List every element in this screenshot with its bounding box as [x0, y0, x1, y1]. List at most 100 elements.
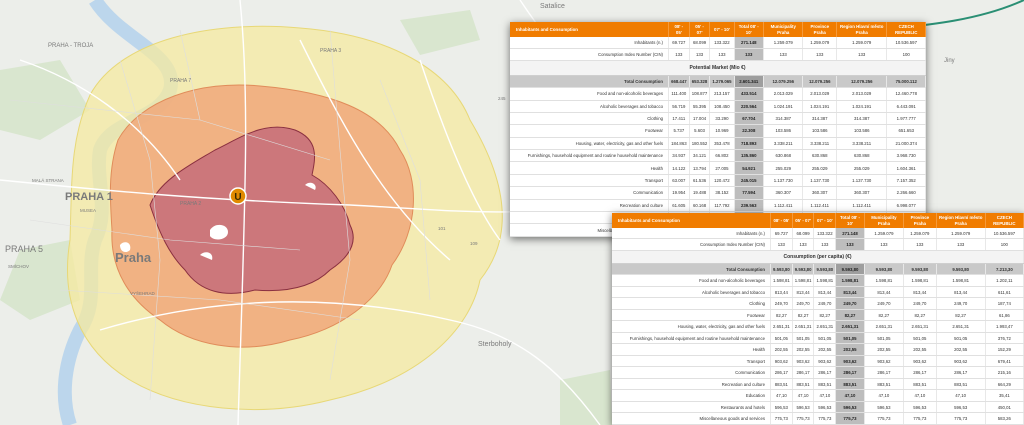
table-cell: 596,53: [813, 401, 837, 414]
table-cell: 2.651,31: [770, 320, 793, 333]
table-cell: 108.877: [689, 87, 711, 101]
row-label: Housing, water, electricity, gas and oth…: [510, 137, 669, 151]
table-cell: 883,51: [864, 378, 905, 391]
table-cell: 433.514: [734, 87, 765, 101]
table-cell: 501,05: [835, 332, 865, 345]
row-label: Recreation and culture: [510, 199, 669, 213]
table-cell: 813,44: [936, 286, 986, 299]
table-cell: 220.564: [734, 100, 765, 113]
table-cell: 314.387: [763, 112, 804, 126]
table-cell: 3.338.211: [763, 137, 804, 151]
table-cell: 82,27: [903, 309, 937, 322]
table-row: Alcoholic beverages and tobacco 56.719 55.…: [510, 100, 926, 113]
table-cell: 100: [985, 238, 1024, 251]
table-cell: 255.029: [763, 161, 804, 175]
section-title: Consumption (per capita) (€): [612, 250, 1024, 264]
row-label: Communication: [612, 366, 771, 379]
table-cell: 2.013.029: [763, 87, 804, 101]
table-cell: 813,44: [903, 286, 937, 299]
table-cell: 14.122: [668, 161, 690, 175]
table-cell: 596,53: [903, 401, 937, 414]
table-cell: 883,51: [903, 378, 937, 391]
location-marker[interactable]: U: [229, 187, 247, 205]
table-cell: 630.868: [836, 149, 888, 163]
table-cell: 775,73: [770, 412, 793, 425]
table-cell: 1.137.730: [802, 174, 838, 188]
table-cell: 68.099: [792, 228, 815, 240]
table-cell: 1.259.079: [936, 228, 986, 240]
table-cell: 133: [836, 48, 888, 62]
table-cell: 360.307: [836, 186, 888, 200]
table-cell: 255.029: [802, 161, 838, 175]
table-cell: 596,53: [936, 401, 986, 414]
table-cell: 202,55: [835, 343, 865, 356]
table-cell: 184.863: [668, 137, 690, 151]
table-cell: 596,53: [792, 401, 815, 414]
map-label-sterboholy: Sterboholy: [478, 341, 512, 348]
table-cell: 34.937: [668, 149, 690, 163]
map-label-mala-strana: MALÁ STRANA: [32, 177, 64, 183]
table-cell: 10.536.597: [886, 37, 926, 49]
row-label: Total Consumption: [612, 263, 771, 276]
table-cell: 501,05: [770, 332, 793, 345]
table-row: Furnishings, household equipment and rou…: [612, 332, 1024, 345]
table-cell: 1.598,81: [835, 274, 865, 287]
table-cell: 202,55: [792, 343, 815, 356]
row-label: Consumption Index Number (CIN): [612, 238, 771, 251]
table-row: Recreation and culture 883,51 883,51 883,51…: [612, 378, 1024, 391]
table-cell: 314.387: [836, 112, 888, 126]
table-cell: 133: [903, 238, 937, 251]
table-cell: 12.079.256: [836, 75, 888, 89]
map-label-praha-5: PRAHA 5: [5, 244, 43, 254]
table-cell: 21.000.374: [886, 137, 926, 151]
table-cell: 883,51: [835, 378, 865, 391]
table-cell: 775,73: [936, 412, 986, 425]
section-title-row: Consumption (per capita) (€): [612, 250, 1024, 264]
table-cell: 152,29: [985, 343, 1024, 356]
map-label-praha-troja: PRAHA - TROJA: [48, 43, 93, 49]
table-cell: 103.586: [836, 124, 888, 138]
table-cell: 61.536: [689, 174, 711, 188]
row-label: Housing, water, electricity, gas and oth…: [612, 320, 771, 333]
table-cell: 813,44: [864, 286, 905, 299]
column-header: 05' - 07': [792, 213, 815, 228]
table-row: Food and non-alcoholic beverages 1.598,81…: [612, 274, 1024, 287]
table-cell: 668.447: [668, 75, 690, 89]
table-cell: 903,62: [813, 355, 837, 368]
row-label: Clothing: [510, 112, 669, 126]
table-cell: 103.586: [763, 124, 804, 138]
table-cell: 17.004: [689, 112, 711, 126]
table-cell: 82,27: [770, 309, 793, 322]
map-label-praha-2: PRAHA 2: [180, 201, 201, 207]
table-cell: 596,53: [770, 401, 793, 414]
table-cell: 5.603: [689, 124, 711, 138]
table-cell: 133: [792, 238, 815, 251]
table-cell: 82,27: [813, 309, 837, 322]
table-row: Miscellaneous goods and services 775,73 77…: [612, 412, 1024, 425]
excluded-areas: [120, 182, 316, 260]
table-cell: 360.307: [763, 186, 804, 200]
table-cell: 903,62: [903, 355, 937, 368]
table-row: Clothing 249,70 249,70 249,70 249,70 249,70 24…: [612, 297, 1024, 310]
index-row: Consumption Index Number (CIN) 133 133 133 1…: [510, 48, 926, 62]
table-cell: 718.893: [734, 137, 765, 151]
table-cell: 38.152: [709, 186, 735, 200]
table-cell: 883,51: [936, 378, 986, 391]
table-cell: 69.727: [770, 228, 793, 240]
map-label-praha-7: PRAHA 7: [170, 78, 191, 84]
column-header: 07' - 10': [709, 22, 735, 37]
column-header: 08' - 05': [770, 213, 793, 228]
table-cell: 1.598,81: [792, 274, 815, 287]
table-cell: 68.099: [689, 37, 711, 49]
table-cell: 883,51: [813, 378, 837, 391]
table-cell: 9.593,80: [813, 263, 837, 276]
table-cell: 47,10: [864, 389, 905, 402]
table-cell: 6.443.091: [886, 100, 926, 113]
table-cell: 180.552: [689, 137, 711, 151]
table-cell: 135.860: [734, 149, 765, 163]
table-cell: 653.328: [689, 75, 711, 89]
map-label-road-101: 101: [438, 226, 446, 231]
table-cell: 1.259.079: [864, 228, 905, 240]
map-label-praha-1: PRAHA 1: [65, 191, 113, 203]
table-cell: 47,10: [835, 389, 865, 402]
